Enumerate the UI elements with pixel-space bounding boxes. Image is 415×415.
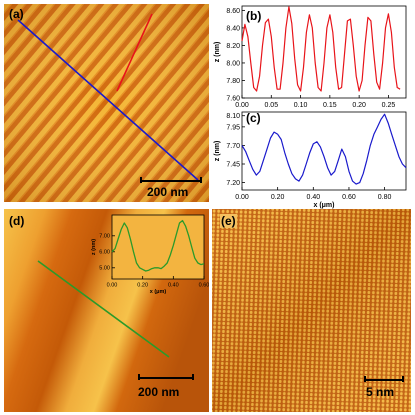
plot-frame bbox=[241, 5, 407, 99]
scalebar-d-label: 200 nm bbox=[138, 385, 180, 399]
afm-image-e-graphic bbox=[212, 209, 411, 412]
x-tick-label: 0.20 bbox=[137, 283, 148, 289]
series-line bbox=[111, 219, 205, 272]
series-line bbox=[241, 113, 407, 185]
afm-image-a-graphic bbox=[4, 4, 209, 202]
y-tick-label: 7.95 bbox=[226, 124, 240, 131]
panel-label-e: (e) bbox=[220, 214, 237, 228]
scalebar-d bbox=[138, 377, 194, 379]
scalebar-a bbox=[140, 180, 202, 182]
y-tick-label: 5.00 bbox=[99, 266, 110, 272]
x-tick-label: 0.00 bbox=[235, 102, 249, 109]
x-tick-label: 0.60 bbox=[199, 283, 209, 289]
y-axis-label: z (nm) bbox=[214, 141, 221, 162]
red-profile-line bbox=[116, 13, 153, 92]
x-axis-label: x (μm) bbox=[313, 202, 334, 209]
x-axis-label: x (μm) bbox=[150, 289, 167, 295]
series-line bbox=[241, 6, 401, 92]
y-tick-label: 7.80 bbox=[226, 78, 240, 85]
y-tick-label: 7.45 bbox=[226, 162, 240, 169]
scalebar-e bbox=[364, 379, 404, 381]
scalebar-d-tick-left bbox=[138, 374, 140, 380]
scalebar-a-tick-right bbox=[200, 177, 202, 183]
green-profile-line bbox=[37, 260, 170, 358]
y-tick-label: 6.00 bbox=[99, 250, 110, 256]
y-axis-label: z (nm) bbox=[214, 42, 221, 63]
plot-frame bbox=[241, 111, 407, 191]
scalebar-a-label: 200 nm bbox=[147, 185, 189, 199]
y-tick-label: 7.20 bbox=[226, 180, 240, 187]
scalebar-e-label: 5 nm bbox=[366, 385, 395, 399]
afm-image-d: 0.00 0.20 0.40 0.60 5.00 6.00 7.00 z (nm) x (μm)… bbox=[4, 209, 209, 412]
y-tick-label: 8.10 bbox=[226, 113, 240, 120]
x-tick-label: 0.05 bbox=[264, 102, 278, 109]
x-tick-label: 0.20 bbox=[352, 102, 366, 109]
panel-label-c: (c) bbox=[246, 111, 261, 125]
y-tick-label: 8.20 bbox=[226, 43, 240, 50]
chart-d-inset: 0.00 0.20 0.40 0.60 5.00 6.00 7.00z (nm) x (μm) bbox=[91, 214, 209, 295]
y-axis-label: z (nm) bbox=[91, 239, 97, 255]
y-tick-label: 7.00 bbox=[99, 234, 110, 240]
x-tick-label: 0.40 bbox=[168, 283, 179, 289]
panel-label-d: (d) bbox=[9, 214, 25, 228]
scalebar-d-tick-right bbox=[192, 374, 194, 380]
chart-b: 0.00 0.05 0.10 0.15 0.20 0.25 7.60 7.80 8.00 8.20… bbox=[214, 5, 407, 109]
panel-label-b: (b) bbox=[246, 9, 262, 23]
y-tick-label: 8.60 bbox=[226, 8, 240, 15]
x-tick-label: 0.15 bbox=[323, 102, 337, 109]
x-tick-label: 0.20 bbox=[271, 194, 285, 201]
afm-image-e: (e) 5 nm bbox=[212, 209, 411, 412]
x-tick-label: 0.80 bbox=[378, 194, 392, 201]
scalebar-e-tick-left bbox=[364, 376, 366, 382]
x-tick-label: 0.10 bbox=[294, 102, 308, 109]
x-tick-label: 0.60 bbox=[342, 194, 356, 201]
y-tick-label: 8.00 bbox=[226, 60, 240, 67]
y-tick-label: 7.70 bbox=[226, 143, 240, 150]
y-tick-label: 8.40 bbox=[226, 25, 240, 32]
plot-frame bbox=[111, 214, 205, 280]
afm-image-a: (a) 200 nm bbox=[4, 4, 209, 202]
x-tick-label: 0.25 bbox=[382, 102, 396, 109]
panel-label-a: (a) bbox=[9, 7, 24, 21]
scalebar-e-tick-right bbox=[402, 376, 404, 382]
x-tick-label: 0.00 bbox=[107, 283, 118, 289]
scalebar-a-tick-left bbox=[140, 177, 142, 183]
blue-profile-line bbox=[17, 19, 199, 181]
chart-c: 0.00 0.20 0.40 0.60 0.80 7.20 7.45 7.70 7.95 8.10… bbox=[214, 111, 407, 209]
y-tick-label: 7.60 bbox=[226, 96, 240, 103]
x-tick-label: 0.40 bbox=[306, 194, 320, 201]
x-tick-label: 0.00 bbox=[235, 194, 249, 201]
